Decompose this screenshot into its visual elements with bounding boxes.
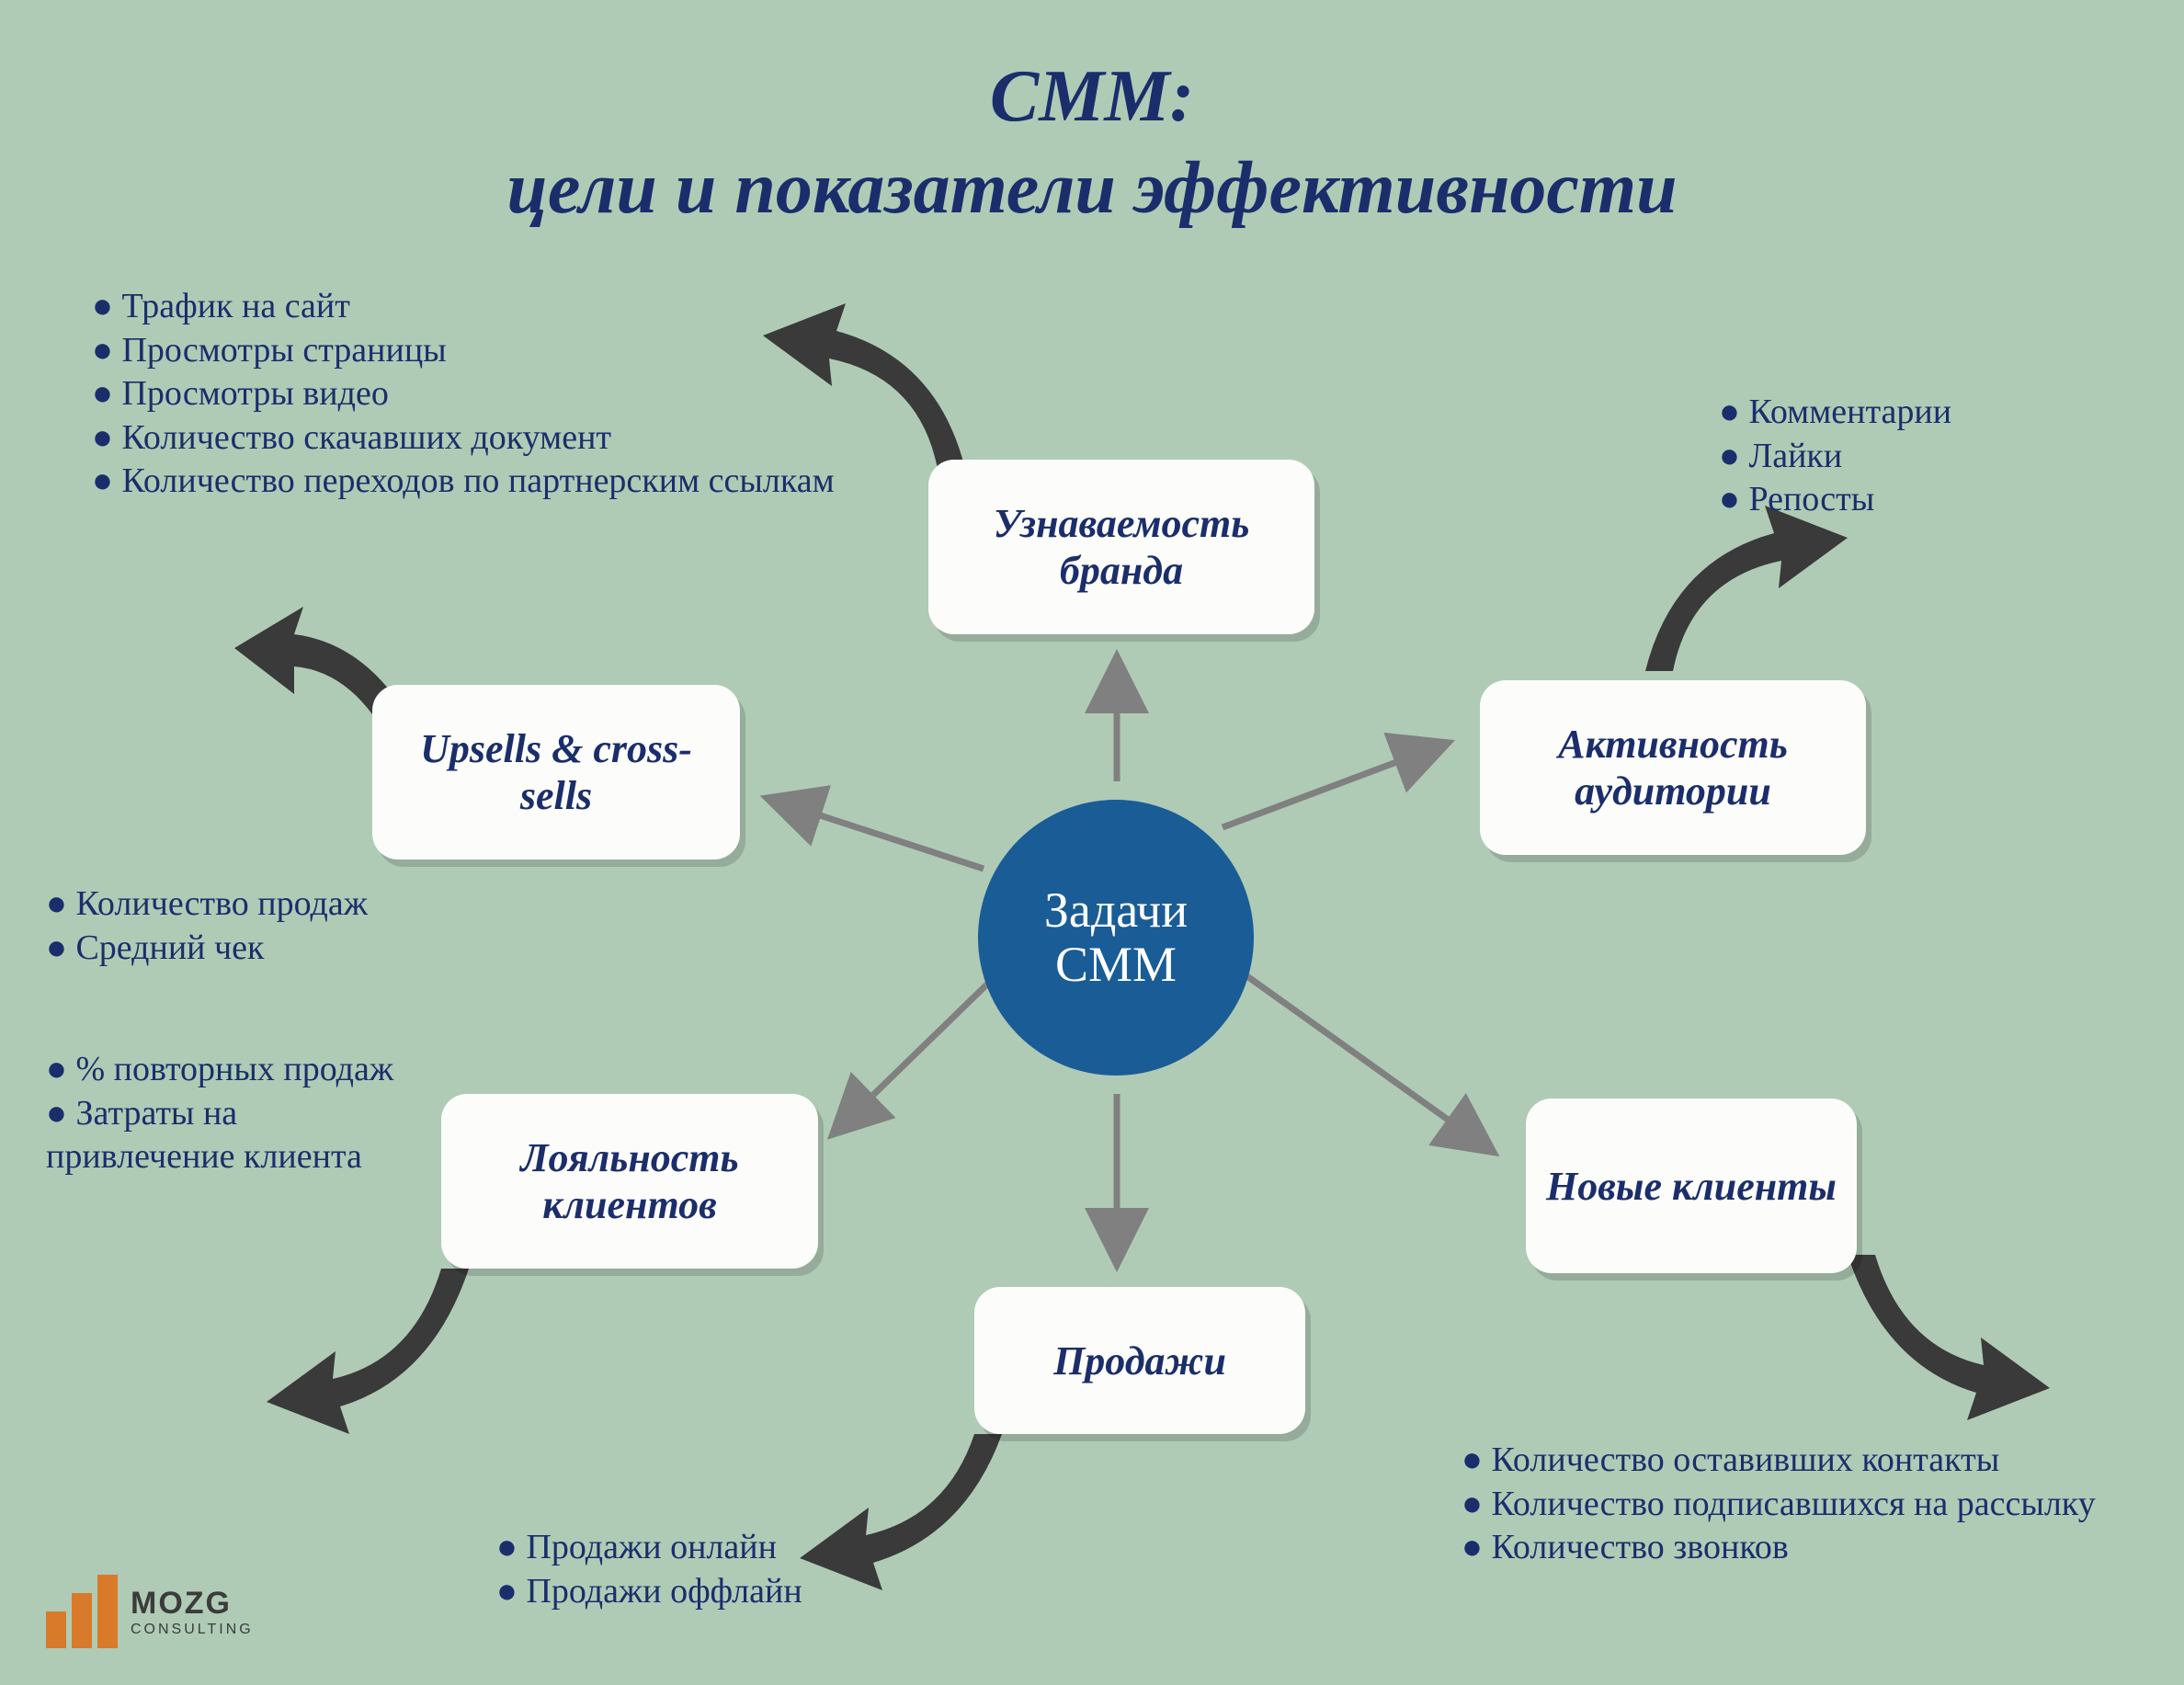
bullet-item: Лайки [1719,435,2133,479]
node-audience-label: Активность аудитории [1498,721,1848,814]
bullet-item: Продажи оффлайн [496,1570,956,1614]
bullet-item: Количество оставивших контакты [1462,1439,2151,1483]
bullet-item: Просмотры видео [92,372,919,416]
bullet-item: Репосты [1719,478,2133,522]
logo-brand: MOZG [131,1586,254,1622]
fat-arrow-new [1820,1236,2059,1439]
bullets-sales: Продажи онлайнПродажи оффлайн [496,1526,956,1613]
node-loyalty: Лояльность клиентов [441,1094,818,1269]
node-upsell: Upsells & cross-sells [372,685,740,860]
node-sales: Продажи [974,1287,1305,1434]
node-loyalty-label: Лояльность клиентов [460,1134,800,1228]
node-upsell-label: Upsells & cross-sells [391,725,722,819]
bullet-item: Количество переходов по партнерским ссыл… [92,460,919,504]
node-brand-label: Узнаваемость бранда [947,500,1296,594]
bullet-item: Количество подписавшихся на рассылку [1462,1483,2151,1527]
logo-bars-icon [46,1575,118,1648]
node-new: Новые клиенты [1526,1099,1857,1273]
center-hub: Задачи СММ [978,800,1254,1076]
bullet-item: Количество скачавших документ [92,416,919,461]
bullet-item: Трафик на сайт [92,285,919,329]
bullets-audience: КомментарииЛайкиРепосты [1719,391,2133,522]
node-sales-label: Продажи [1053,1338,1226,1384]
bullet-item: Количество продаж [46,882,432,927]
node-new-label: Новые клиенты [1546,1163,1837,1210]
center-hub-label: Задачи СММ [978,883,1254,993]
bullet-item: % повторных продаж [46,1048,432,1092]
bullet-item: Продажи онлайн [496,1526,956,1570]
logo-sub: CONSULTING [131,1622,254,1638]
bullet-item: Просмотры страницы [92,329,919,373]
bullet-item: Средний чек [46,927,432,971]
bullets-new: Количество оставивших контактыКоличество… [1462,1439,2151,1570]
logo: MOZG CONSULTING [46,1575,254,1648]
bullet-item: Затраты на привлечение клиента [46,1092,432,1179]
bullets-loyalty: % повторных продажЗатраты на привлечение… [46,1048,432,1179]
fat-arrow-loyalty [257,1250,496,1443]
bullets-brand: Трафик на сайтПросмотры страницыПросмотр… [92,285,919,504]
bullets-upsell: Количество продажСредний чек [46,882,432,970]
bullet-item: Количество звонков [1462,1526,2151,1570]
node-audience: Активность аудитории [1480,680,1866,855]
node-brand: Узнаваемость бранда [928,460,1314,634]
bullet-item: Комментарии [1719,391,2133,435]
